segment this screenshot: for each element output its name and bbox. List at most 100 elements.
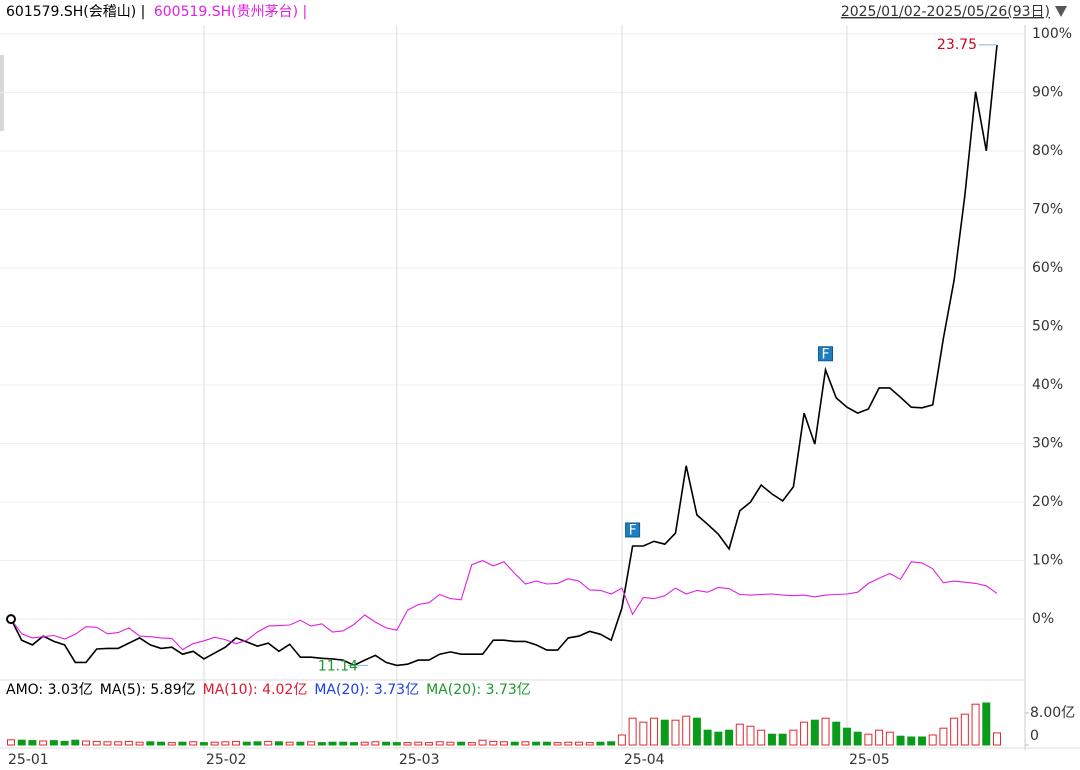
volume-bar bbox=[349, 742, 358, 746]
volume-bar bbox=[778, 733, 787, 746]
volume-bar bbox=[682, 715, 691, 746]
volume-bar bbox=[767, 733, 776, 746]
volume-bar bbox=[671, 719, 680, 746]
volume-bar bbox=[532, 741, 541, 746]
volume-bar bbox=[746, 725, 755, 746]
volume-bar bbox=[564, 741, 573, 746]
series-name: 600519.SH(贵州茅台) | bbox=[154, 4, 307, 20]
series-line bbox=[10, 44, 998, 667]
legend-entry: MA(5): 5.89亿 bbox=[100, 682, 196, 698]
y-tick-label: 50% bbox=[1032, 318, 1063, 334]
volume-bar bbox=[92, 740, 101, 746]
volume-bar bbox=[307, 741, 316, 746]
volume-bar bbox=[939, 727, 948, 746]
volume-bar bbox=[253, 741, 262, 746]
volume-bar bbox=[317, 742, 326, 746]
volume-bar bbox=[896, 735, 905, 746]
plot: 23.75 11.14 F F bbox=[6, 37, 1001, 746]
volume-bar bbox=[842, 727, 851, 746]
volume-bar bbox=[628, 717, 637, 746]
volume-bar bbox=[917, 736, 926, 746]
volume-bar bbox=[360, 741, 369, 746]
volume-bar bbox=[371, 741, 380, 746]
volume-bar bbox=[607, 741, 616, 746]
volume-bar bbox=[510, 741, 519, 746]
legend-entry: AMO: 3.03亿 bbox=[6, 682, 93, 698]
volume-legend: AMO: 3.03亿 MA(5): 5.89亿 MA(10): 4.02亿 MA(20… bbox=[6, 682, 531, 698]
volume-bar bbox=[864, 733, 873, 746]
volume-bar bbox=[392, 742, 401, 746]
volume-bar bbox=[789, 729, 798, 746]
event-marker-label: F bbox=[821, 346, 829, 362]
start-marker bbox=[6, 614, 16, 625]
event-marker bbox=[625, 522, 641, 538]
volume-bar bbox=[382, 741, 391, 746]
dropdown-icon[interactable] bbox=[1055, 6, 1067, 17]
y-tick-label: 0% bbox=[1032, 611, 1054, 627]
volume-bar bbox=[575, 741, 584, 746]
volume-bar bbox=[810, 719, 819, 746]
volume-bar bbox=[735, 723, 744, 746]
volume-bar bbox=[875, 729, 884, 746]
volume-bar bbox=[146, 741, 155, 746]
volume-bar bbox=[596, 741, 605, 746]
volume-bar bbox=[585, 742, 594, 746]
max-label: 23.75 bbox=[937, 37, 977, 53]
volume-bar bbox=[210, 741, 219, 746]
x-tick-label: 25-04 bbox=[624, 752, 665, 768]
header-series: 601579.SH(会稽山) | 600519.SH(贵州茅台) | bbox=[6, 4, 307, 20]
volume-bar bbox=[928, 734, 937, 746]
volume-bar bbox=[993, 732, 1001, 746]
volume-bar bbox=[489, 740, 498, 746]
date-range[interactable]: 2025/01/02-2025/05/26(93日) bbox=[841, 4, 1050, 20]
volume-bar bbox=[542, 741, 551, 746]
volume-bar bbox=[7, 739, 15, 746]
volume-bar bbox=[178, 741, 187, 746]
legend-entry: MA(20): 3.73亿 bbox=[426, 682, 531, 698]
legend-entry: MA(10): 4.02亿 bbox=[203, 682, 308, 698]
volume-bar bbox=[60, 740, 69, 746]
volume-bar bbox=[232, 740, 241, 746]
volume-bar bbox=[478, 739, 487, 746]
volume-bar bbox=[435, 741, 444, 746]
volume-bar bbox=[199, 742, 208, 746]
y-tick-label: 100% bbox=[1032, 26, 1072, 42]
volume-bar bbox=[467, 742, 476, 746]
volume-bar bbox=[757, 729, 766, 746]
volume-bar bbox=[617, 734, 626, 746]
volume-bar bbox=[950, 717, 959, 746]
volume-bar bbox=[692, 717, 701, 746]
volume-bar bbox=[446, 741, 455, 746]
volume-bar bbox=[639, 721, 648, 746]
event-marker-label: F bbox=[629, 522, 637, 538]
volume-bar bbox=[124, 740, 133, 746]
volume-bar bbox=[264, 740, 273, 746]
volume-bar bbox=[28, 740, 37, 746]
volume-bar bbox=[521, 741, 530, 746]
volume-bar bbox=[553, 742, 562, 746]
y-tick-label: 70% bbox=[1032, 201, 1063, 217]
side-handle bbox=[0, 55, 4, 131]
volume-bar bbox=[17, 739, 26, 746]
x-tick-label: 25-03 bbox=[399, 752, 440, 768]
volume-bar bbox=[971, 703, 980, 746]
volume-bar bbox=[103, 741, 112, 746]
volume-bar bbox=[414, 741, 423, 746]
series-line bbox=[10, 560, 998, 651]
y-tick-label: 40% bbox=[1032, 377, 1063, 393]
volume-bar bbox=[703, 729, 712, 746]
volume-bar bbox=[49, 740, 58, 746]
volume-bar bbox=[328, 741, 337, 746]
volume-bar bbox=[39, 740, 48, 746]
volume-bar bbox=[71, 739, 80, 746]
volume-bar bbox=[982, 702, 991, 746]
volume-bar bbox=[725, 729, 734, 746]
y-tick-label: 8.00亿 bbox=[1030, 705, 1075, 721]
volume-bar bbox=[714, 731, 723, 746]
y-tick-label: 20% bbox=[1032, 494, 1063, 510]
volume-bar bbox=[114, 741, 123, 746]
volume-bar bbox=[885, 731, 894, 746]
volume-bar bbox=[800, 721, 809, 746]
event-marker bbox=[818, 346, 834, 362]
min-label: 11.14 bbox=[318, 658, 358, 674]
